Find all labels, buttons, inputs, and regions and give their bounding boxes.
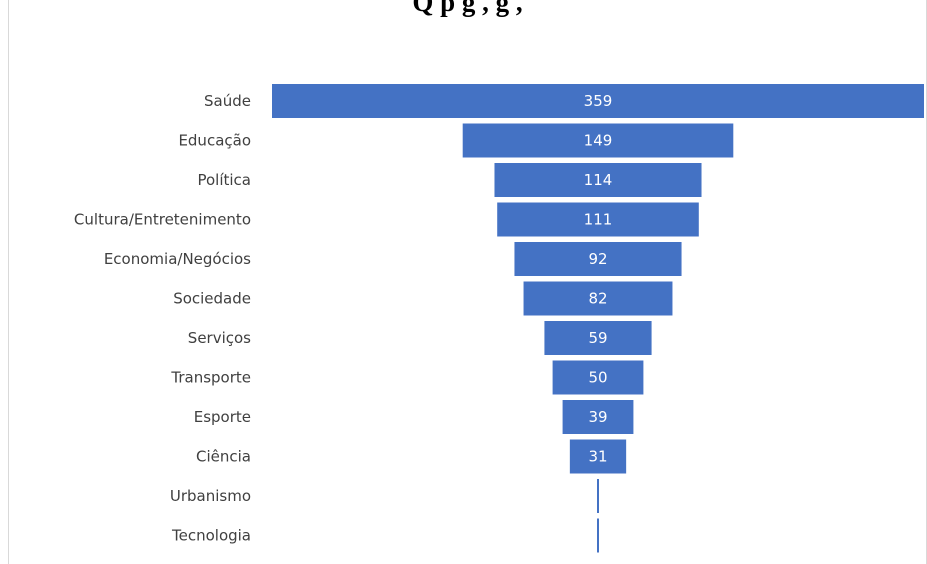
funnel-chart: Saúde Educação Política Cultura/Entretenime… (74, 84, 924, 553)
funnel-bar (569, 439, 627, 474)
value-label: 39 (588, 408, 607, 426)
chart-frame: Q p g , g , Saúde Educação Política Cultura… (8, 0, 927, 564)
category-label: Tecnologia (171, 527, 251, 545)
value-label: 50 (588, 369, 607, 387)
funnel-bar (544, 321, 652, 355)
category-label: Política (197, 171, 251, 189)
funnel-bar (597, 479, 599, 513)
funnel-bar (552, 360, 644, 395)
category-label: Serviços (188, 329, 251, 347)
category-label: Saúde (204, 92, 251, 110)
funnel-bars: 359 149 114 111 92 82 59 50 39 31 (272, 84, 924, 553)
value-label: 359 (584, 92, 613, 110)
category-label: Urbanismo (170, 487, 251, 505)
funnel-bar (562, 400, 634, 434)
funnel-bar (523, 281, 673, 316)
value-label: 92 (588, 250, 607, 268)
chart-title: Q p g , g , (412, 0, 523, 17)
value-label: 114 (584, 171, 613, 189)
category-label: Economia/Negócios (104, 250, 251, 268)
funnel-bar (497, 202, 699, 237)
value-label: 31 (588, 448, 607, 466)
category-label: Transporte (170, 369, 251, 387)
category-label: Ciência (196, 448, 251, 466)
value-label: 149 (584, 132, 613, 150)
value-label: 59 (588, 329, 607, 347)
funnel-bar (514, 242, 682, 276)
category-labels: Saúde Educação Política Cultura/Entretenime… (74, 92, 251, 545)
category-label: Sociedade (173, 290, 251, 308)
category-label: Cultura/Entretenimento (74, 211, 251, 229)
value-label: 82 (588, 290, 607, 308)
funnel-bar (272, 84, 924, 118)
funnel-bar (462, 123, 734, 158)
category-label: Educação (178, 132, 251, 150)
value-label: 111 (584, 211, 613, 229)
category-label: Esporte (194, 408, 251, 426)
funnel-bar (597, 518, 599, 553)
funnel-bar (494, 163, 702, 197)
